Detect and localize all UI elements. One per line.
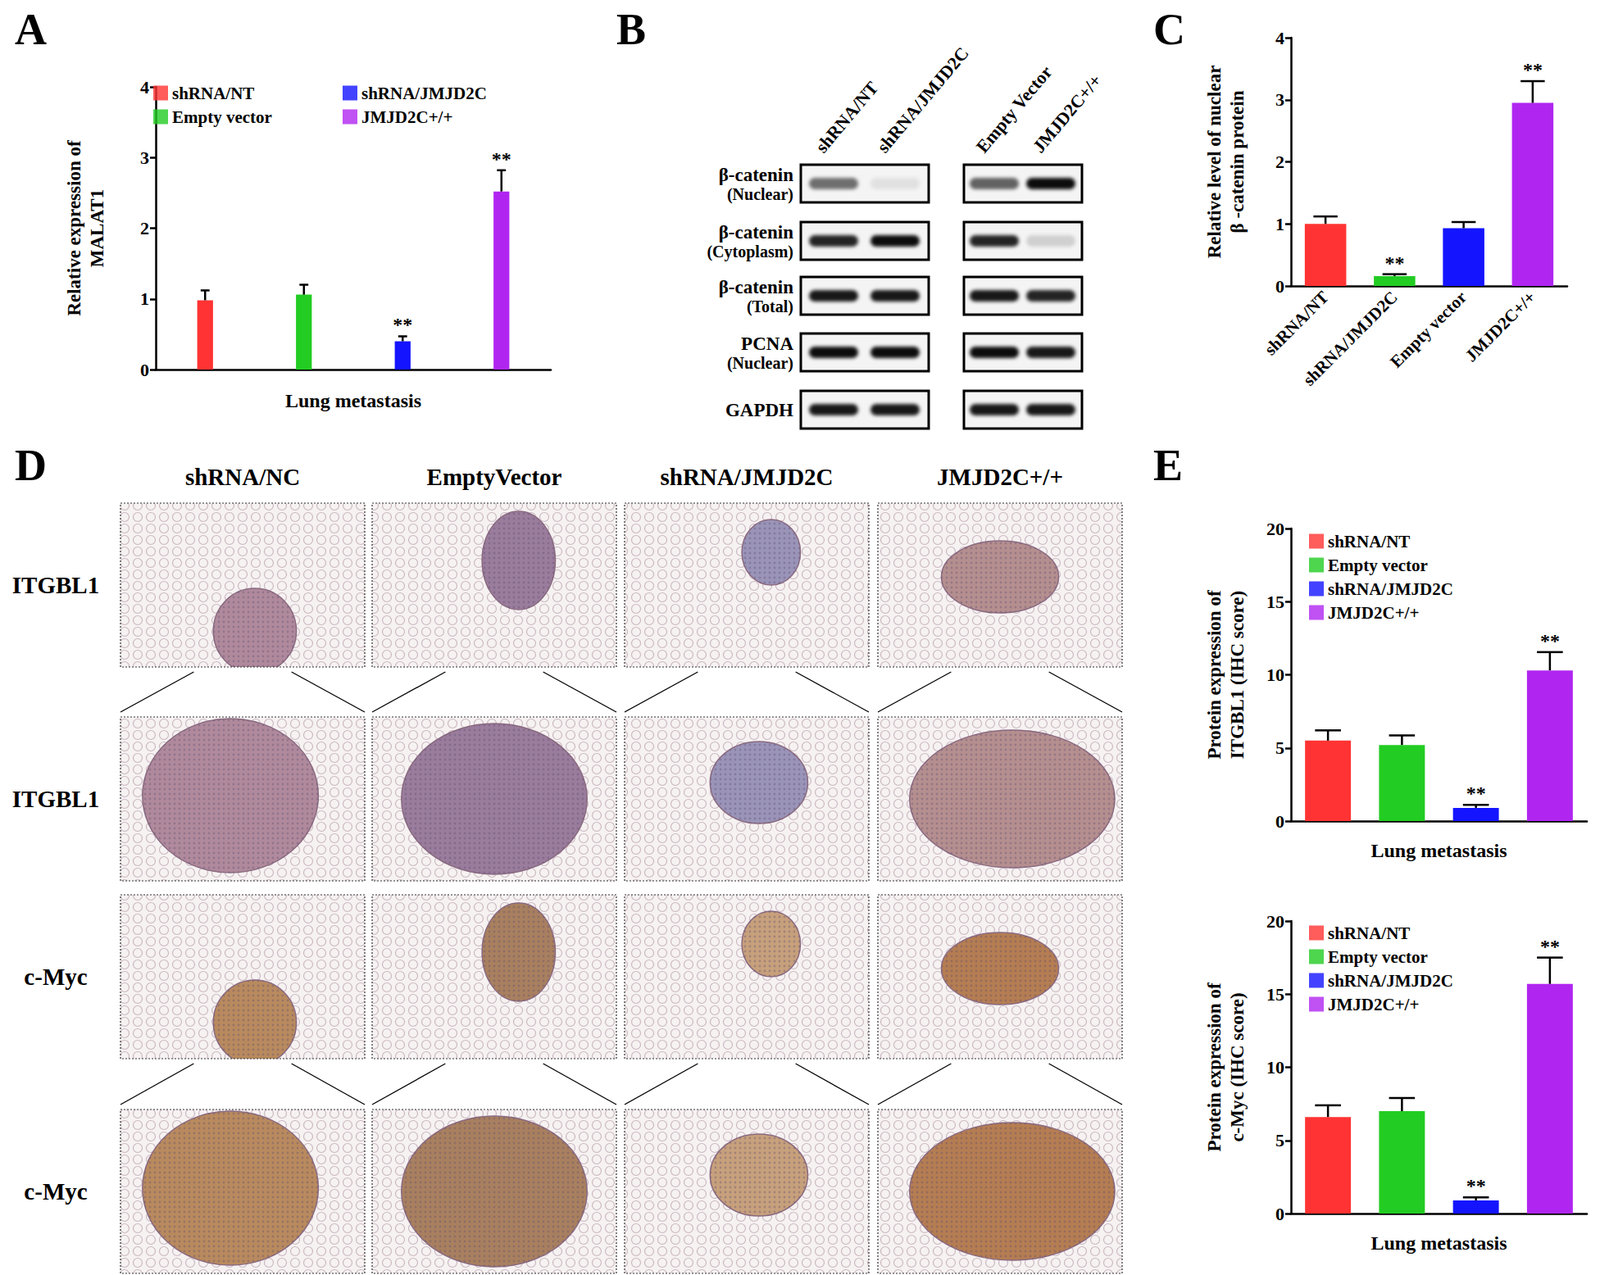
svg-text:**: **	[392, 313, 413, 336]
svg-text:5: 5	[1275, 1130, 1285, 1151]
svg-text:shRNA/JMJD2C: shRNA/JMJD2C	[1327, 971, 1454, 991]
svg-text:MALAT1: MALAT1	[86, 189, 108, 268]
svg-text:c-Myc: c-Myc	[23, 963, 87, 991]
svg-text:shRNA/NT: shRNA/NT	[1327, 923, 1410, 944]
html-text:D: D	[14, 440, 47, 491]
svg-text:shRNA/NT: shRNA/NT	[172, 83, 255, 104]
svg-text:shRNA/JMJD2C: shRNA/JMJD2C	[361, 83, 487, 104]
svg-text:(Cytoplasm): (Cytoplasm)	[706, 242, 794, 262]
svg-text:c-Myc: c-Myc	[23, 1178, 87, 1205]
svg-text:ITGBL1 (IHC score): ITGBL1 (IHC score)	[1227, 590, 1248, 760]
svg-text:ITGBL1: ITGBL1	[12, 572, 100, 599]
svg-text:GAPDH: GAPDH	[725, 400, 794, 421]
svg-text:shRNA/NT: shRNA/NT	[1260, 287, 1333, 360]
svg-text:shRNA/JMJD2C: shRNA/JMJD2C	[659, 463, 833, 491]
svg-text:EmptyVector: EmptyVector	[427, 463, 563, 491]
svg-text:10: 10	[1266, 1057, 1285, 1078]
svg-text:0: 0	[1275, 811, 1285, 832]
svg-text:PCNA: PCNA	[740, 333, 794, 355]
html-text:E: E	[1153, 440, 1183, 491]
svg-text:20: 20	[1266, 911, 1285, 932]
svg-text:0: 0	[140, 359, 150, 381]
svg-text:**: **	[1540, 936, 1560, 958]
svg-text:Lung metastasis: Lung metastasis	[285, 390, 422, 412]
svg-text:shRNA/JMJD2C: shRNA/JMJD2C	[1299, 287, 1402, 391]
svg-text:JMJD2C+/+: JMJD2C+/+	[936, 463, 1064, 491]
svg-text:JMJD2C+/+: JMJD2C+/+	[1327, 995, 1419, 1015]
svg-text:1: 1	[1275, 213, 1285, 235]
svg-text:**: **	[1540, 630, 1560, 652]
svg-text:shRNA/NC: shRNA/NC	[185, 463, 300, 491]
svg-text:10: 10	[1266, 664, 1285, 686]
svg-text:(Total): (Total)	[746, 297, 794, 317]
svg-text:Protein expression of: Protein expression of	[1204, 590, 1225, 760]
svg-text:**: **	[491, 148, 512, 170]
html-text:B: B	[616, 4, 646, 55]
svg-text:Empty vector: Empty vector	[1327, 555, 1428, 576]
svg-text:shRNA/JMJD2C: shRNA/JMJD2C	[1327, 579, 1454, 600]
svg-text:Protein expression of: Protein expression of	[1204, 982, 1225, 1152]
svg-text:(Nuclear): (Nuclear)	[727, 354, 794, 373]
svg-text:Empty vector: Empty vector	[1386, 287, 1471, 373]
svg-text:4: 4	[140, 77, 150, 98]
svg-text:Relative level of nuclear: Relative level of nuclear	[1204, 65, 1225, 260]
svg-text:20: 20	[1266, 518, 1285, 540]
svg-text:JMJD2C+/+: JMJD2C+/+	[361, 107, 453, 128]
svg-text:Empty vector: Empty vector	[172, 107, 273, 128]
svg-text:**: **	[1522, 59, 1543, 81]
svg-text:(Nuclear): (Nuclear)	[727, 185, 794, 205]
html-text:A: A	[14, 4, 47, 55]
svg-text:2: 2	[1275, 151, 1285, 173]
svg-text:**: **	[1466, 1175, 1487, 1197]
svg-text:Empty vector: Empty vector	[1327, 947, 1428, 968]
html-text:C: C	[1153, 4, 1186, 55]
svg-text:0: 0	[1275, 1204, 1285, 1225]
svg-text:shRNA/NT: shRNA/NT	[811, 77, 883, 157]
svg-text:3: 3	[1275, 89, 1285, 110]
svg-text:β-catenin: β-catenin	[718, 277, 795, 298]
svg-text:ITGBL1: ITGBL1	[12, 786, 100, 813]
svg-text:Relative expression of: Relative expression of	[63, 140, 85, 317]
svg-text:JMJD2C+/+: JMJD2C+/+	[1028, 70, 1106, 157]
svg-text:β-catenin: β-catenin	[718, 222, 795, 243]
svg-text:**: **	[1466, 782, 1487, 805]
svg-text:c-Myc (IHC score): c-Myc (IHC score)	[1227, 992, 1248, 1142]
svg-text:15: 15	[1266, 984, 1285, 1005]
svg-text:5: 5	[1275, 737, 1285, 759]
svg-text:1: 1	[140, 288, 150, 310]
svg-text:JMJD2C+/+: JMJD2C+/+	[1327, 603, 1419, 623]
svg-text:β -catenin protein: β -catenin protein	[1227, 90, 1248, 233]
svg-text:JMJD2C+/+: JMJD2C+/+	[1461, 287, 1541, 367]
svg-text:Lung metastasis: Lung metastasis	[1370, 840, 1507, 862]
svg-text:0: 0	[1275, 276, 1285, 297]
svg-text:shRNA/NT: shRNA/NT	[1327, 531, 1410, 552]
svg-text:2: 2	[140, 218, 150, 239]
svg-text:3: 3	[140, 147, 150, 169]
svg-text:Empty Vector: Empty Vector	[971, 61, 1057, 157]
svg-text:4: 4	[1275, 27, 1285, 49]
svg-text:shRNA/JMJD2C: shRNA/JMJD2C	[872, 42, 973, 157]
svg-text:**: **	[1384, 252, 1405, 274]
svg-text:15: 15	[1266, 591, 1285, 613]
svg-text:Lung metastasis: Lung metastasis	[1370, 1232, 1507, 1255]
svg-text:β-catenin: β-catenin	[718, 164, 795, 186]
